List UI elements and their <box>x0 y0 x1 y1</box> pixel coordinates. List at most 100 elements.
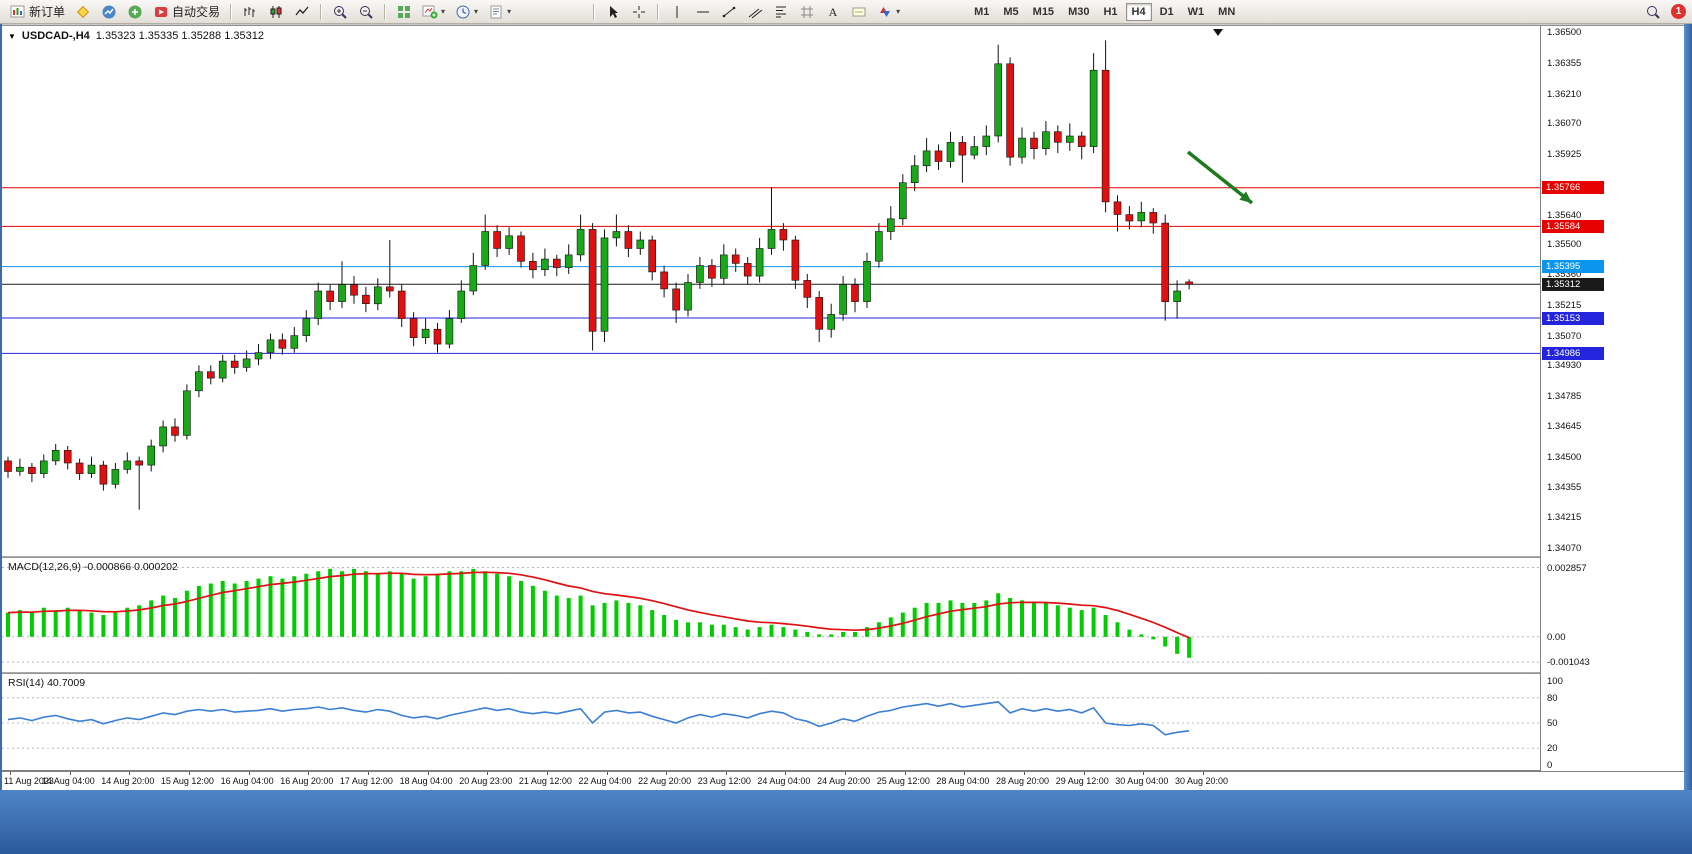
time-axis-label: 14 Aug 04:00 <box>41 776 95 786</box>
search-button[interactable] <box>1641 2 1665 22</box>
clock-icon <box>456 5 470 18</box>
price-scale-label: 1.35500 <box>1547 239 1582 251</box>
timeframe-h4[interactable]: H4 <box>1125 2 1152 21</box>
timeframe-h1[interactable]: H1 <box>1097 3 1123 21</box>
macd-pane: MACD(12,26,9) -0.000866 0.000202 <box>2 558 1540 672</box>
new-order-icon <box>10 5 25 17</box>
bar-chart-button[interactable] <box>238 2 262 22</box>
price-scale[interactable]: 1.36500 1.36355 1.36210 1.36070 1.35925 1.357… <box>1540 26 1684 771</box>
time-axis[interactable]: 11 Aug 2023 14 Aug 04:00 14 Aug 20:00 15 Au… <box>2 771 1684 791</box>
price-scale-label: 1.34215 <box>1547 512 1582 524</box>
price-scale-label: 1.35070 <box>1547 330 1582 342</box>
text-label-button[interactable] <box>847 2 871 22</box>
timeframe-m30[interactable]: M30 <box>1062 3 1095 21</box>
price-scale-label: 0 <box>1547 760 1553 772</box>
price-tag: 1.35312 <box>1542 277 1604 291</box>
svg-text:A: A <box>829 5 838 19</box>
candlestick-chart-button[interactable] <box>264 2 288 22</box>
time-axis-label: 28 Aug 04:00 <box>936 776 990 786</box>
vertical-line-icon <box>676 5 678 18</box>
crosshair-icon <box>633 5 646 18</box>
search-icon <box>1647 5 1660 19</box>
horizontal-line-button[interactable] <box>691 2 715 22</box>
time-axis-tick <box>69 772 71 775</box>
price-tag: 1.35766 <box>1542 181 1604 195</box>
market-watch-button[interactable] <box>123 2 147 22</box>
zoom-out-button[interactable] <box>354 2 378 22</box>
time-axis-label: 14 Aug 20:00 <box>101 776 155 786</box>
indicators-button[interactable]: ▾ <box>418 2 449 22</box>
grid-button[interactable] <box>795 2 819 22</box>
timeframe-m15[interactable]: M15 <box>1027 3 1060 21</box>
time-axis-label: 28 Aug 20:00 <box>996 776 1050 786</box>
new-order-button[interactable]: 新订单 <box>6 2 69 22</box>
profiles-button[interactable] <box>97 2 121 22</box>
time-axis-label: 23 Aug 12:00 <box>697 776 751 786</box>
text-button[interactable]: A <box>821 2 845 22</box>
metaeditor-icon <box>76 5 90 18</box>
price-scale-label: 1.34930 <box>1547 360 1582 372</box>
vertical-line-button[interactable] <box>665 2 689 22</box>
time-axis-label: 20 Aug 23:00 <box>459 776 513 786</box>
price-scale-label: 1.34355 <box>1547 482 1582 494</box>
crosshair-button[interactable] <box>627 2 651 22</box>
metaeditor-button[interactable] <box>71 2 95 22</box>
periods-button[interactable]: ▾ <box>451 2 482 22</box>
time-axis-tick <box>785 772 787 775</box>
zoom-in-icon <box>334 5 347 19</box>
line-chart-icon <box>295 6 309 15</box>
chevron-down-icon: ▾ <box>474 6 479 16</box>
time-axis-label: 24 Aug 04:00 <box>757 776 811 786</box>
pane-separator[interactable] <box>2 556 1684 558</box>
price-scale-label: 1.36500 <box>1547 26 1582 38</box>
price-tag: 1.35584 <box>1542 219 1604 233</box>
line-chart-button[interactable] <box>290 2 314 22</box>
channel-icon <box>748 8 763 18</box>
macd-svg[interactable] <box>2 558 1540 672</box>
tile-windows-button[interactable] <box>392 2 416 22</box>
arrows-button[interactable]: ▾ <box>873 2 904 22</box>
price-scale-label: 20 <box>1547 743 1558 755</box>
trendline-icon <box>722 6 736 17</box>
price-scale-label: 1.35925 <box>1547 149 1582 160</box>
timeframe-d1[interactable]: D1 <box>1154 3 1180 21</box>
time-axis-tick <box>1203 772 1204 775</box>
chevron-down-icon: ▾ <box>896 6 901 16</box>
rsi-pane: RSI(14) 40.7009 <box>2 674 1540 770</box>
timeframe-m5[interactable]: M5 <box>997 3 1024 21</box>
time-axis-tick <box>606 772 608 775</box>
price-scale-label: 100 <box>1547 675 1563 687</box>
price-scale-label: 1.36070 <box>1547 118 1582 130</box>
rsi-svg[interactable] <box>2 674 1540 770</box>
main-chart-svg[interactable] <box>2 26 1540 556</box>
templates-button[interactable]: ▾ <box>484 2 515 22</box>
profiles-icon <box>102 5 116 18</box>
pane-separator[interactable] <box>2 672 1684 674</box>
timeframe-mn[interactable]: MN <box>1212 3 1241 21</box>
chart-title: ▼ USDCAD-,H4 1.35323 1.35335 1.35288 1.3… <box>8 30 264 42</box>
notification-badge[interactable]: 1 <box>1671 4 1686 19</box>
autotrading-button[interactable]: 自动交易 <box>149 2 224 22</box>
time-axis-label: 30 Aug 04:00 <box>1115 776 1169 786</box>
time-axis-tick <box>188 772 190 775</box>
timeframe-w1[interactable]: W1 <box>1182 3 1211 21</box>
main-chart-pane: ▼ USDCAD-,H4 1.35323 1.35335 1.35288 1.3… <box>2 26 1540 556</box>
trendline-button[interactable] <box>717 2 741 22</box>
fibonacci-button[interactable] <box>769 2 793 22</box>
time-axis-tick <box>248 772 250 775</box>
timeframe-m1[interactable]: M1 <box>968 3 995 21</box>
time-axis-label: 25 Aug 12:00 <box>876 776 930 786</box>
zoom-in-button[interactable] <box>328 2 352 22</box>
toolbar: 新订单 自动交易 ▾ ▾ ▾ <box>0 0 1692 24</box>
time-axis-label: 30 Aug 20:00 <box>1175 776 1229 786</box>
time-axis-tick <box>427 772 429 775</box>
chevron-down-icon: ▾ <box>441 6 446 16</box>
time-axis-label: 16 Aug 20:00 <box>280 776 334 786</box>
time-axis-label: 21 Aug 12:00 <box>518 776 572 786</box>
time-axis-tick <box>845 772 847 775</box>
cursor-button[interactable] <box>601 2 625 22</box>
channel-button[interactable] <box>743 2 767 22</box>
time-axis-tick <box>904 772 906 775</box>
chart-menu-icon[interactable]: ▼ <box>8 31 16 41</box>
time-axis-label: 29 Aug 12:00 <box>1055 776 1109 786</box>
